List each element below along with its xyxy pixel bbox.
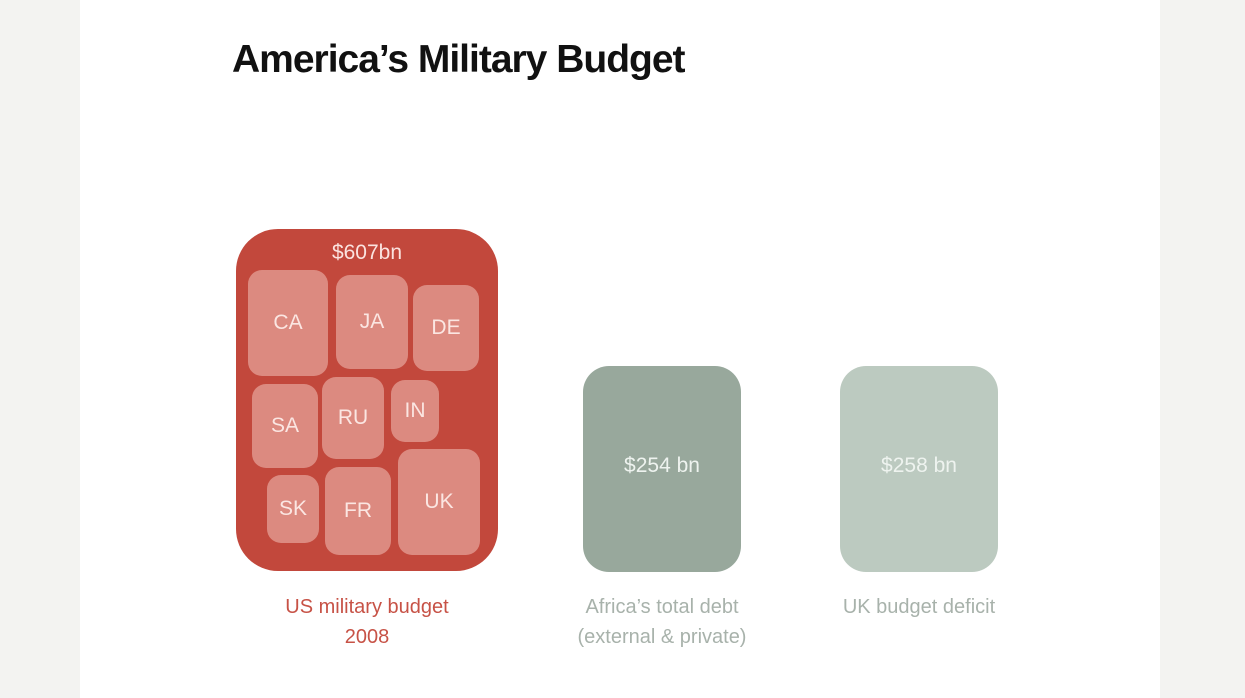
us-caption-line1: US military budget <box>285 596 449 618</box>
uk-deficit-block: $258 bn <box>840 366 998 572</box>
us-military-budget-caption: US military budget 2008 <box>246 592 488 652</box>
chart-title: America’s Military Budget <box>232 38 686 81</box>
africa-debt-value-label: $254 bn <box>624 454 700 477</box>
country-box-ja: JA <box>336 275 408 369</box>
country-box-in: IN <box>391 380 439 442</box>
country-box-sk: SK <box>267 475 319 543</box>
country-box-de: DE <box>413 285 479 371</box>
africa-caption-line1: Africa’s total debt <box>585 596 739 618</box>
country-box-uk: UK <box>398 449 480 555</box>
uk-deficit-value-label: $258 bn <box>881 454 957 477</box>
country-box-fr: FR <box>325 467 391 555</box>
us-total-value-label: $607bn <box>331 241 403 264</box>
us-caption-line2: 2008 <box>344 626 390 648</box>
us-military-budget-block: $607bn CA JA DE SA RU IN SK FR UK <box>236 229 498 571</box>
country-box-sa: SA <box>252 384 318 468</box>
africa-debt-caption: Africa’s total debt (external & private) <box>552 592 772 652</box>
uk-deficit-caption: UK budget deficit <box>810 592 1028 622</box>
uk-caption-line1: UK budget deficit <box>842 596 996 618</box>
africa-caption-line2: (external & private) <box>577 626 747 648</box>
country-box-ru: RU <box>322 377 384 459</box>
africa-debt-block: $254 bn <box>583 366 741 572</box>
country-box-ca: CA <box>248 270 328 376</box>
